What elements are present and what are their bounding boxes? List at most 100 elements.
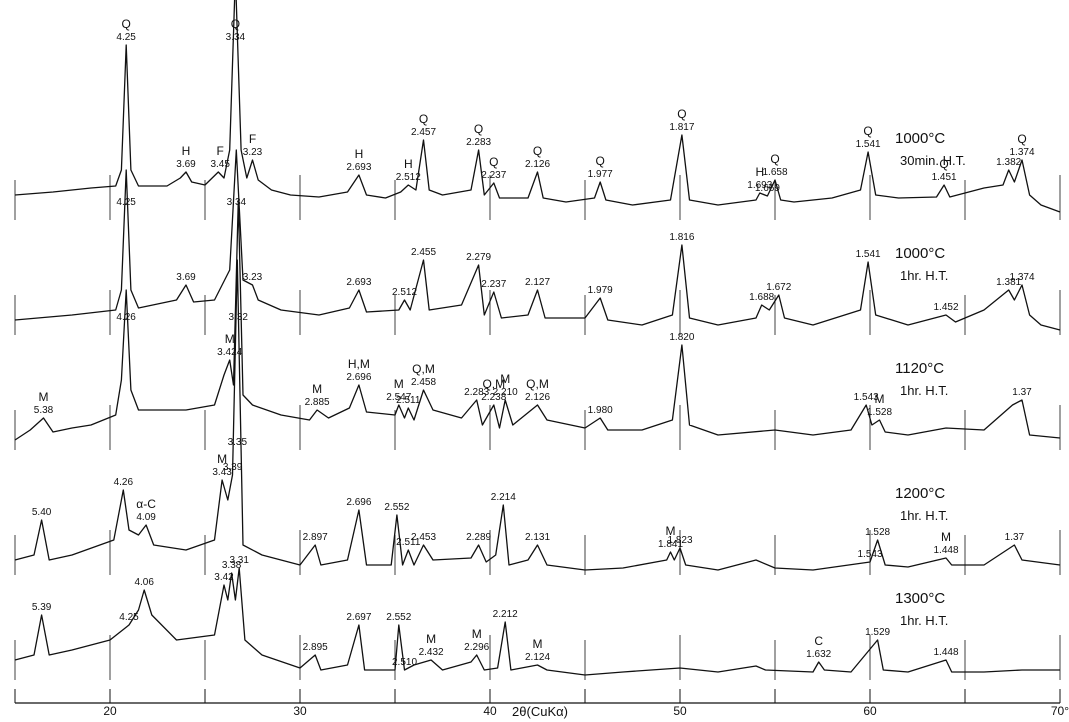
peak-d-spacing: 1.374 (1009, 272, 1034, 283)
peak-d-spacing: 1.528 (867, 407, 892, 418)
peak-phase: M (225, 332, 235, 346)
peak-d-spacing: 2.131 (525, 532, 550, 543)
peak-d-spacing: 2.511 (396, 395, 421, 406)
peak-d-spacing: 2.237 (481, 170, 506, 181)
peak-d-spacing: 1.528 (865, 527, 890, 538)
trace-name: 1300°C (895, 590, 945, 607)
peak-d-spacing: 5.39 (32, 602, 52, 613)
peak-d-spacing: 2.455 (411, 247, 436, 258)
peak-phase: M (533, 637, 543, 651)
peak-d-spacing: 1.451 (932, 172, 957, 183)
peak-phase: F (249, 132, 256, 146)
peak-phase: Q (863, 124, 872, 138)
trace-name: 1200°C (895, 485, 945, 502)
peak-phase: Q,M (482, 377, 505, 391)
peak-phase: C (814, 634, 823, 648)
peak-phase: Q (677, 107, 686, 121)
peak-d-spacing: 2.296 (464, 642, 489, 653)
peak-d-spacing: 4.06 (134, 577, 154, 588)
peak-d-spacing: 3.35 (228, 437, 248, 448)
peak-phase: M (875, 392, 885, 406)
x-axis-label: 2θ(CuKα) (512, 704, 568, 719)
peak-d-spacing: 4.26 (114, 477, 134, 488)
peak-d-spacing: 2.124 (525, 652, 550, 663)
peak-d-spacing: 3.23 (243, 272, 263, 283)
peak-d-spacing: 2.885 (305, 397, 330, 408)
peak-d-spacing: 2.897 (303, 532, 328, 543)
peak-d-spacing: 1.448 (933, 647, 958, 658)
peak-phase: Q (231, 17, 240, 31)
peak-d-spacing: 3.34 (227, 197, 247, 208)
peak-d-spacing: 2.283 (466, 137, 491, 148)
peak-d-spacing: 1.529 (865, 627, 890, 638)
peak-phase: Q,M (412, 362, 435, 376)
peak-d-spacing: 2.210 (493, 387, 518, 398)
peak-d-spacing: 3.69 (176, 272, 196, 283)
trace-treatment: 1hr. H.T. (900, 508, 948, 523)
peak-d-spacing: 2.511 (396, 537, 421, 548)
peak-d-spacing: 2.283 (464, 387, 489, 398)
peak-d-spacing: 1.817 (669, 122, 694, 133)
peak-d-spacing: 2.457 (411, 127, 436, 138)
peak-phase: Q (474, 122, 483, 136)
peak-d-spacing: 1.977 (588, 169, 613, 180)
peak-d-spacing: 2.126 (525, 159, 550, 170)
peak-d-spacing: 1.658 (762, 167, 787, 178)
peak-d-spacing: 1.448 (933, 545, 958, 556)
peak-d-spacing: 3.43 (212, 467, 232, 478)
trace-treatment: 30min. H.T. (900, 153, 966, 168)
x-tick-label: 50 (673, 704, 687, 718)
peak-d-spacing: 5.40 (32, 507, 52, 518)
trace-treatment: 1hr. H.T. (900, 268, 948, 283)
peak-d-spacing: 1.543 (854, 392, 879, 403)
peak-phase: Q (419, 112, 428, 126)
peak-d-spacing: 2.453 (411, 532, 436, 543)
peak-d-spacing: 1.452 (933, 302, 958, 313)
peak-d-spacing: 3.34 (226, 32, 246, 43)
peak-d-spacing: 2.552 (386, 612, 411, 623)
peak-phase: Q (939, 157, 948, 171)
trace-treatment: 1hr. H.T. (900, 383, 948, 398)
peak-d-spacing: 3.424 (217, 347, 242, 358)
peak-d-spacing: 2.552 (384, 502, 409, 513)
peak-phase: H,M (348, 357, 370, 371)
peak-d-spacing: 1.37 (1012, 387, 1032, 398)
peak-d-spacing: 2.693 (346, 277, 371, 288)
peak-d-spacing: 2.432 (419, 647, 444, 658)
trace-line (14, 199, 1061, 441)
peak-d-spacing: 1.693 (747, 180, 772, 191)
peak-phase: M (941, 530, 951, 544)
x-tick-label: 40 (483, 704, 497, 718)
x-tick-label: 70° (1051, 704, 1069, 718)
peak-d-spacing: 2.127 (525, 277, 550, 288)
peak-d-spacing: 1.816 (669, 232, 694, 243)
x-tick-label: 60 (863, 704, 877, 718)
peak-d-spacing: 3.23 (243, 147, 263, 158)
peak-d-spacing: 1.669 (755, 183, 780, 194)
peak-d-spacing: 2.693 (346, 162, 371, 173)
peak-d-spacing: 3.39 (223, 462, 243, 473)
peak-phase: M (394, 377, 404, 391)
peak-d-spacing: 1.541 (856, 249, 881, 260)
peak-d-spacing: 2.895 (303, 642, 328, 653)
x-tick-label: 20 (103, 704, 117, 718)
peak-d-spacing: 1.374 (1009, 147, 1034, 158)
peak-phase: M (426, 632, 436, 646)
trace-line (14, 0, 1061, 213)
peak-d-spacing: 2.279 (466, 252, 491, 263)
peak-phase: H (355, 147, 364, 161)
peak-phase: Q (770, 152, 779, 166)
peak-phase: Q (489, 155, 498, 169)
peak-d-spacing: 1.688 (749, 292, 774, 303)
peak-d-spacing: 4.25 (119, 612, 139, 623)
peak-d-spacing: 1.382 (996, 157, 1021, 168)
peak-d-spacing: 2.214 (491, 492, 516, 503)
peak-phase: Q (533, 144, 542, 158)
peak-d-spacing: 1.980 (588, 405, 613, 416)
peak-d-spacing: 2.510 (392, 657, 417, 668)
peak-phase: H (404, 157, 413, 171)
peak-d-spacing: 2.458 (411, 377, 436, 388)
peak-d-spacing: 1.632 (806, 649, 831, 660)
trace-treatment: 1hr. H.T. (900, 613, 948, 628)
